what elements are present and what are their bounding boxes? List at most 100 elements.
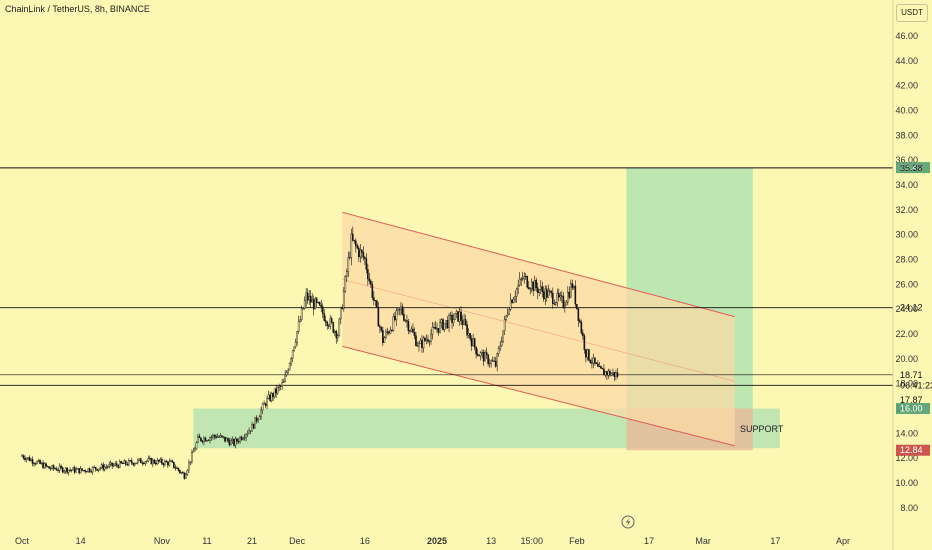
candle-body (108, 464, 111, 468)
candle (93, 465, 95, 469)
candle-body (84, 469, 86, 472)
candle (478, 354, 480, 357)
candle-body (425, 339, 428, 341)
candle-body (484, 352, 486, 362)
candle (300, 305, 303, 322)
candle-body (249, 430, 252, 432)
candle (496, 352, 498, 372)
candle (48, 466, 50, 469)
candle (452, 313, 455, 327)
candle (470, 335, 473, 351)
candle (389, 326, 392, 334)
candle (597, 360, 599, 367)
candle-body (500, 341, 503, 347)
candle-body (379, 325, 381, 328)
candle (39, 459, 41, 465)
candle-body (99, 467, 101, 470)
candle-body (457, 311, 459, 322)
candle (497, 346, 500, 357)
candle-body (476, 353, 479, 356)
candle-body (382, 330, 384, 343)
candle-body (551, 292, 554, 304)
candle (314, 296, 317, 310)
candle (36, 460, 38, 465)
candle-body (263, 403, 265, 405)
candle-body (112, 464, 115, 467)
candle-body (440, 319, 443, 323)
candle-body (93, 466, 95, 468)
candle (108, 461, 111, 469)
candle-body (162, 463, 165, 466)
candle-body (490, 360, 492, 364)
candle (150, 457, 153, 465)
candle (179, 469, 181, 475)
candle (416, 341, 419, 347)
candle-body (398, 308, 401, 310)
candle-body (376, 300, 378, 308)
candle (171, 459, 174, 463)
candle (209, 436, 211, 444)
candle-body (22, 455, 25, 459)
candle (398, 308, 401, 316)
candle (245, 433, 247, 442)
candle (595, 361, 598, 365)
currency-button[interactable]: USDT (896, 4, 928, 22)
candle (545, 285, 548, 302)
candle-body (138, 458, 141, 461)
candle-body (288, 363, 291, 371)
candle-body (285, 372, 288, 376)
candle (422, 335, 425, 353)
candle (45, 462, 47, 469)
candle (347, 251, 350, 278)
candle (476, 348, 479, 357)
candle (79, 466, 82, 474)
candle (22, 454, 25, 460)
candle-body (24, 457, 26, 461)
candle-body (455, 311, 458, 314)
candle-body (146, 460, 148, 462)
price-tag-label: 17.87 (900, 395, 923, 405)
candle (60, 464, 62, 470)
candle (127, 458, 130, 467)
candle (243, 433, 246, 441)
candle (198, 433, 201, 439)
candle (165, 459, 168, 463)
horizontal-levels (0, 167, 893, 386)
candle (144, 461, 147, 467)
candle (364, 255, 366, 265)
candle-body (342, 291, 345, 309)
lightning-icon[interactable] (621, 515, 635, 529)
candle (121, 462, 124, 464)
candle-body (536, 287, 539, 293)
candle (348, 251, 351, 260)
candle-body (182, 472, 184, 474)
candle (70, 469, 73, 473)
candle-body (400, 306, 402, 310)
candle-body (604, 371, 607, 376)
candle-body (570, 283, 572, 298)
candle (99, 466, 101, 471)
candle (353, 239, 356, 244)
candle-body (30, 459, 32, 462)
candle-body (335, 330, 338, 339)
candle-body (585, 349, 587, 358)
candle-body (155, 462, 157, 465)
candle-body (373, 297, 375, 301)
candle (529, 287, 532, 295)
candle-body (395, 310, 398, 321)
candle (567, 286, 569, 305)
candle-body (293, 346, 295, 351)
candle-body (538, 289, 541, 293)
candle (517, 279, 520, 294)
candle (159, 457, 162, 463)
candle (129, 459, 132, 462)
candle-body (452, 319, 455, 323)
candle-body (261, 403, 264, 411)
candle (427, 335, 429, 344)
candle (249, 430, 252, 435)
candle-body (302, 308, 304, 310)
candle (85, 471, 88, 473)
candle-body (323, 313, 326, 321)
candle-body (21, 455, 23, 457)
